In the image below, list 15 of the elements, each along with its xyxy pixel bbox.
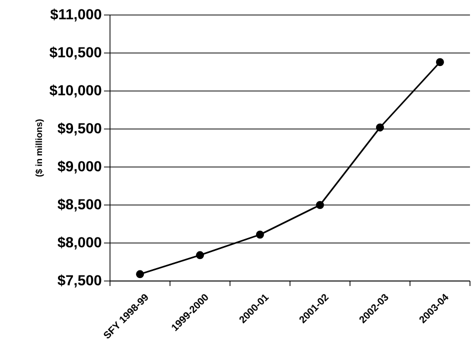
point: [436, 58, 444, 66]
y-tick-label: $10,500: [50, 46, 102, 60]
y-tick-label: $11,000: [50, 8, 102, 22]
y-tick-label: $9,500: [58, 122, 102, 136]
y-tick-label: $8,500: [58, 198, 102, 212]
y-axis-title: ($ in millions): [35, 119, 44, 177]
point: [376, 123, 384, 132]
y-tick-label: $8,000: [58, 236, 102, 250]
y-tick-label: $7,500: [58, 274, 102, 288]
point: [316, 200, 324, 209]
y-tick-label: $9,000: [58, 160, 102, 174]
y-tick-label: $10,000: [50, 84, 102, 98]
point: [136, 270, 144, 278]
point: [196, 251, 204, 260]
point: [256, 230, 264, 239]
